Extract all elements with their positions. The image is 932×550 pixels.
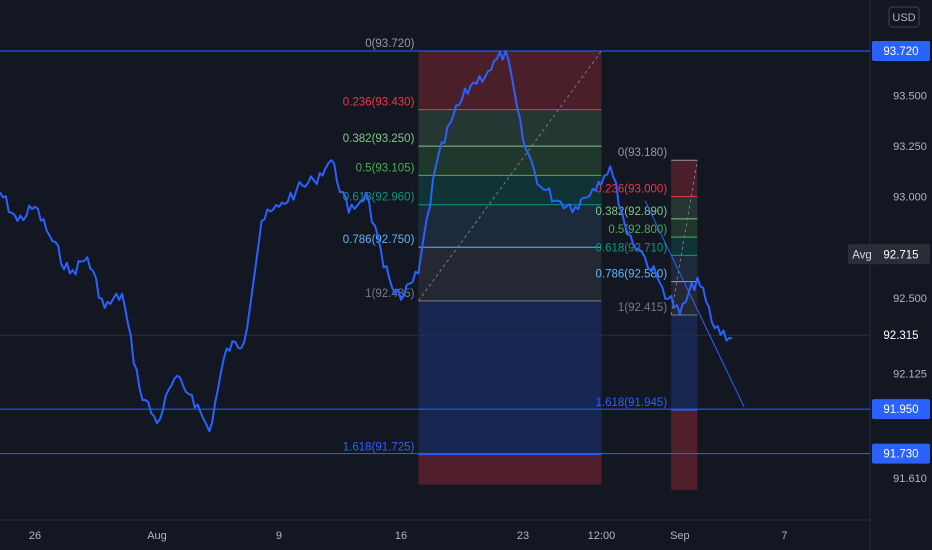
fib-zone xyxy=(418,175,602,205)
avg-tag xyxy=(848,244,876,265)
price-tag xyxy=(872,443,930,464)
fib-zone xyxy=(418,300,602,455)
x-tick-label: 16 xyxy=(395,530,407,542)
fib-level-label: 0.5(92.800) xyxy=(608,224,667,236)
fib-level-label: 0.618(92.960) xyxy=(343,192,415,204)
x-tick-label: Aug xyxy=(147,530,167,542)
fib-level-label: 0.236(93.430) xyxy=(343,97,415,109)
price-axis-label: Avg 92.715 xyxy=(848,244,930,265)
price-tag-value: 92.715 xyxy=(883,249,918,261)
fib-zone-extension xyxy=(418,454,602,485)
fib-retracement-2: 0(93.180) 0.236(93.000) 0.382(92.890) 0.5(9… xyxy=(596,147,698,491)
y-tick-label: 92.125 xyxy=(893,369,927,381)
y-tick-label: 92.500 xyxy=(893,293,927,305)
fib-zone xyxy=(418,146,602,176)
x-tick-label: 12:00 xyxy=(588,530,616,542)
price-tag xyxy=(872,325,930,346)
fib-zone xyxy=(418,109,602,147)
fib-level-label: 1.618(91.945) xyxy=(596,397,668,409)
y-tick-label: 91.610 xyxy=(893,473,927,485)
fib-level-label: 1(92.485) xyxy=(365,288,414,300)
fib-level-label: 0(93.180) xyxy=(618,147,667,159)
fib-level-label: 0.618(92.710) xyxy=(596,242,668,254)
price-tag-value: 91.730 xyxy=(883,449,918,461)
y-tick-label: 93.500 xyxy=(893,91,927,103)
fib-zone xyxy=(671,255,698,282)
fib-level-label: 1.618(91.725) xyxy=(343,442,415,454)
x-tick-label: 23 xyxy=(517,530,529,542)
fib-zone xyxy=(671,218,698,238)
fib-zone-extension xyxy=(671,410,698,491)
fib-level-label: 1(92.415) xyxy=(618,302,667,314)
fib-zone xyxy=(671,196,698,219)
price-tag xyxy=(872,244,930,265)
fib-level-label: 0(93.720) xyxy=(365,38,414,50)
price-axis-label: 92.315 xyxy=(872,325,930,346)
fib-level-label: 0.5(93.105) xyxy=(356,162,415,174)
price-axis-label: 93.720 xyxy=(872,41,930,61)
x-tick-label: Sep xyxy=(670,530,690,542)
fib-zone xyxy=(418,247,602,301)
price-tag xyxy=(872,399,930,420)
fib-zone xyxy=(671,160,698,197)
fib-level-label: 0.786(92.580) xyxy=(596,269,668,281)
price-tag-value: 91.950 xyxy=(883,404,918,416)
price-tag xyxy=(872,41,930,61)
price-tag-value: 93.720 xyxy=(883,46,918,58)
fib-level-label: 0.382(92.890) xyxy=(596,206,668,218)
fib-zone xyxy=(671,237,698,256)
x-tick-label: 7 xyxy=(781,530,787,542)
trend-line xyxy=(644,200,745,408)
y-tick-label: 93.000 xyxy=(893,192,927,204)
fib-trendline xyxy=(670,160,698,316)
x-tick-label: 26 xyxy=(29,530,41,542)
price-axis-label: 91.950 xyxy=(872,399,930,420)
fib-zone xyxy=(418,51,602,110)
price-line xyxy=(0,50,733,433)
price-axis-label: 91.730 xyxy=(872,443,930,464)
fib-trendline xyxy=(418,50,602,302)
avg-tag-label: Avg xyxy=(852,249,872,261)
fib-level-label: 0.382(93.250) xyxy=(343,133,415,145)
fib-zone xyxy=(671,315,698,411)
fib-zone xyxy=(418,204,602,248)
x-tick-label: 9 xyxy=(276,530,282,542)
currency-box xyxy=(888,6,920,28)
fib-retracement-1: 0(93.720) 0.236(93.430) 0.382(93.250) 0.5(9… xyxy=(343,38,602,485)
fib-level-label: 0.236(93.000) xyxy=(596,184,668,196)
currency-label: USD xyxy=(892,12,915,24)
y-tick-label: 93.250 xyxy=(893,141,927,153)
price-tag-value: 92.315 xyxy=(883,330,918,342)
